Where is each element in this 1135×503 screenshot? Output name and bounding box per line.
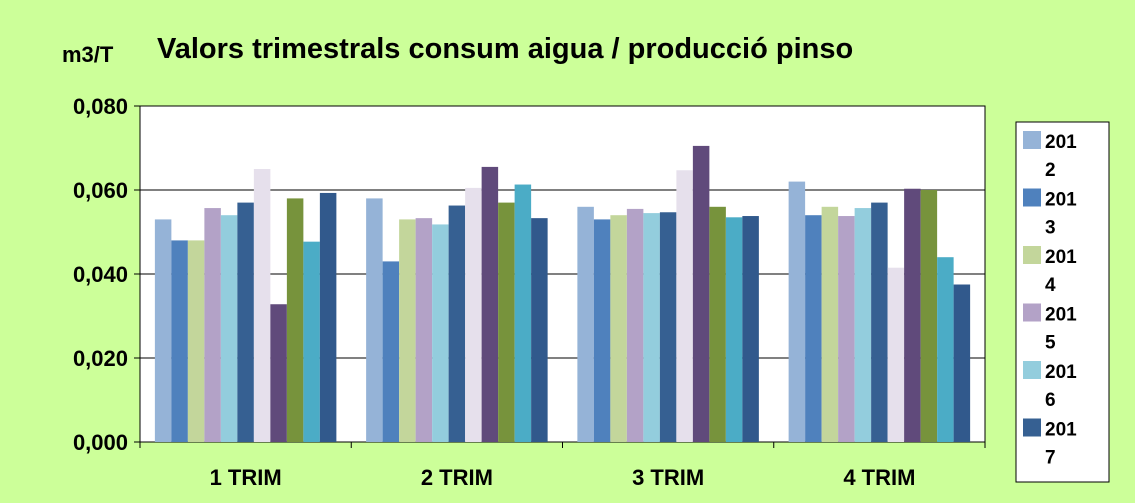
legend-swatch (1023, 361, 1041, 379)
legend-label: 201 (1045, 247, 1077, 268)
legend-label: 7 (1045, 448, 1056, 469)
x-tick-label: 4 TRIM (843, 465, 915, 490)
bar (593, 219, 611, 442)
legend: 201 2 201 3 201 4 201 5 201 6 201 7 (1015, 121, 1110, 483)
bar (709, 206, 726, 442)
bar (854, 208, 872, 442)
bar (953, 284, 971, 442)
x-axis-ticks: 1 TRIM 2 TRIM 3 TRIM 4 TRIM (139, 442, 986, 490)
x-tick-label: 1 TRIM (210, 465, 282, 490)
y-tick-label: 0,020 (73, 346, 128, 371)
bar (465, 187, 482, 442)
legend-label: 201 (1045, 362, 1077, 383)
bar (887, 267, 905, 442)
bar (154, 219, 172, 442)
bar (415, 218, 433, 442)
bar (448, 205, 466, 442)
bar (805, 215, 822, 442)
legend-label: 201 (1045, 190, 1077, 211)
legend-label: 2 (1045, 160, 1056, 181)
bar (920, 190, 938, 442)
bar (821, 206, 839, 442)
legend-label: 4 (1045, 275, 1056, 296)
bar (270, 304, 287, 442)
bar (382, 261, 400, 442)
y-tick-label: 0,000 (73, 430, 128, 455)
bar (204, 208, 221, 442)
bar (838, 216, 855, 442)
bar (319, 192, 337, 442)
bar (937, 257, 954, 442)
legend-label: 3 (1045, 218, 1056, 239)
bar (577, 206, 594, 442)
bar (626, 208, 644, 442)
bar (742, 216, 759, 442)
bar (659, 212, 677, 442)
bar (514, 184, 532, 443)
bar (904, 188, 921, 442)
bar (432, 224, 449, 442)
bar (725, 217, 743, 442)
legend-swatch (1023, 188, 1041, 207)
legend-swatch (1023, 131, 1041, 149)
y-axis-unit: m3/T (62, 42, 114, 67)
x-tick-label: 2 TRIM (421, 465, 493, 490)
bar (788, 181, 806, 442)
bar (692, 145, 710, 442)
bar (610, 215, 627, 442)
bar (187, 240, 205, 442)
chart-title: Valors trimestrals consum aigua / produc… (157, 33, 853, 65)
legend-swatch (1023, 303, 1041, 322)
y-axis-ticks: 0,000 0,020 0,040 0,060 0,080 (73, 94, 128, 455)
x-tick-label: 3 TRIM (632, 465, 704, 490)
bar (399, 219, 416, 442)
bar (253, 169, 271, 442)
bar (498, 202, 515, 442)
y-tick-label: 0,040 (73, 262, 128, 287)
bars (154, 145, 971, 443)
legend-label: 201 (1045, 305, 1077, 326)
y-tick-label: 0,080 (73, 94, 128, 119)
bar (220, 215, 238, 442)
bar (643, 213, 660, 442)
bar (871, 202, 888, 442)
legend-swatch (1023, 418, 1041, 437)
y-tick-label: 0,060 (73, 178, 128, 203)
bar (303, 241, 320, 442)
bar (237, 202, 254, 442)
bar (366, 198, 383, 442)
bar (481, 166, 499, 442)
legend-label: 201 (1045, 132, 1077, 153)
legend-label: 5 (1045, 333, 1056, 354)
bar (171, 240, 188, 442)
legend-label: 201 (1045, 420, 1077, 441)
legend-swatch (1023, 246, 1041, 264)
bar (676, 170, 693, 442)
legend-label: 6 (1045, 390, 1056, 411)
bar (531, 218, 548, 442)
bar (286, 198, 304, 442)
